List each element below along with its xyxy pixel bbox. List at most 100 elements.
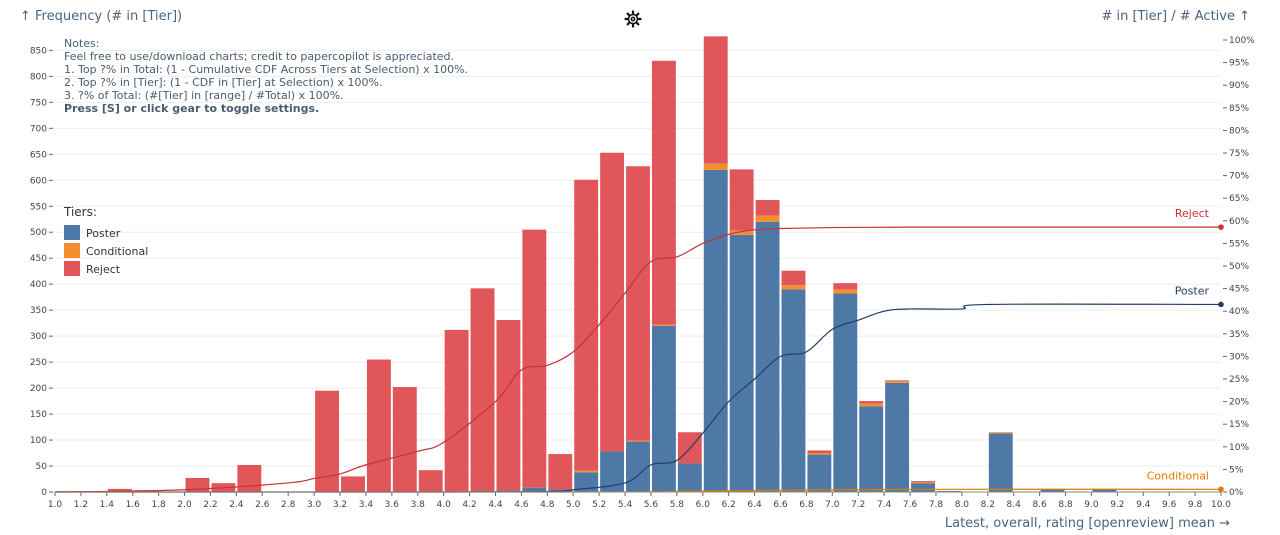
legend-item-poster[interactable]: Poster — [64, 225, 121, 240]
y2-tick-label: 20% — [1229, 398, 1249, 408]
bar-poster — [729, 234, 754, 493]
y2-tick-label: 85% — [1229, 104, 1249, 114]
gear-icon[interactable] — [624, 10, 642, 28]
cdf-endpoint-reject — [1218, 224, 1224, 230]
bar-poster — [1040, 489, 1065, 492]
y-tick-label: 550 — [30, 202, 47, 212]
x-tick-label: 8.4 — [1007, 500, 1022, 510]
y-tick-label: 700 — [30, 124, 47, 134]
x-axis-title: Latest, overall, rating [openreview] mea… — [945, 516, 1230, 531]
bar-conditional — [626, 440, 650, 442]
x-tick-label: 9.4 — [1136, 500, 1151, 510]
legend-item-conditional[interactable]: Conditional — [64, 243, 148, 258]
y2-tick-label: 30% — [1229, 352, 1249, 362]
x-tick-label: 8.0 — [955, 500, 970, 510]
axes: 0 50 100 150 200 250 300 350 400 450 500 550 600 650 7… — [30, 36, 1255, 510]
x-tick-label: 4.4 — [488, 500, 503, 510]
bar-poster — [626, 441, 650, 492]
y2-tick-label: 15% — [1229, 420, 1249, 430]
bar-reject — [444, 329, 469, 492]
bar-reject — [522, 229, 547, 488]
x-tick-label: 6.6 — [773, 500, 788, 510]
bar-reject — [548, 454, 573, 490]
bar-poster — [522, 487, 547, 492]
bar-reject — [833, 283, 858, 290]
x-tick-label: 5.4 — [618, 500, 633, 510]
x-tick-label: 2.0 — [177, 500, 192, 510]
notes-line-2: 1. Top ?% in Total: (1 - Cumulative CDF … — [64, 63, 468, 76]
bar-poster — [574, 472, 599, 492]
y-tick-label: 400 — [30, 280, 47, 290]
bar-poster — [1092, 489, 1117, 492]
x-tick-label: 5.6 — [644, 500, 659, 510]
bar-conditional — [833, 289, 858, 294]
bar-reject — [781, 270, 806, 286]
x-tick-label: 8.6 — [1032, 500, 1047, 510]
bar-conditional — [574, 470, 599, 473]
y-tick-label: 650 — [30, 150, 47, 160]
notes-line-0: Notes: — [64, 37, 99, 50]
y-tick-label: 500 — [30, 228, 47, 238]
y2-tick-label: 0% — [1229, 488, 1244, 498]
x-tick-label: 7.6 — [903, 500, 918, 510]
bar-conditional — [859, 403, 884, 407]
x-tick-label: 9.6 — [1162, 500, 1177, 510]
y2-tick-label: 70% — [1229, 172, 1249, 182]
notes-line-3: 2. Top ?% in [Tier]: (1 - CDF in [Tier] … — [64, 76, 382, 89]
legend-swatch-poster — [64, 225, 80, 240]
x-tick-label: 1.8 — [151, 500, 166, 510]
bars — [56, 36, 1117, 493]
y2-tick-label: 35% — [1229, 330, 1249, 340]
bar-reject — [341, 476, 365, 492]
bar-reject — [470, 288, 495, 491]
line-label-poster: Poster — [1175, 284, 1210, 297]
y2-tick-label: 40% — [1229, 307, 1249, 317]
bar-poster — [651, 325, 676, 492]
bar-poster — [755, 221, 780, 492]
bar-conditional — [911, 482, 935, 484]
bar-poster — [677, 463, 702, 492]
bar-poster — [988, 433, 1013, 492]
x-tick-label: 5.8 — [670, 500, 685, 510]
line-label-reject: Reject — [1175, 207, 1210, 220]
bar-poster — [600, 451, 625, 492]
x-tick-label: 7.2 — [851, 500, 865, 510]
x-tick-label: 2.6 — [255, 500, 270, 510]
bar-conditional — [988, 432, 1013, 434]
x-tick-label: 4.8 — [540, 500, 555, 510]
x-tick-label: 3.2 — [333, 500, 347, 510]
bar-poster — [859, 406, 884, 492]
bar-poster — [807, 454, 832, 492]
bar-conditional — [651, 324, 676, 326]
bar-reject — [729, 169, 754, 231]
bar-reject — [911, 481, 935, 483]
y-tick-label: 350 — [30, 306, 47, 316]
x-tick-label: 7.4 — [877, 500, 892, 510]
bar-poster — [703, 169, 728, 492]
cdf-endpoint-poster — [1218, 301, 1224, 308]
x-tick-label: 8.8 — [1058, 500, 1073, 510]
y2-axis-title: # in [Tier] / # Active ↑ — [1101, 9, 1250, 24]
x-tick-label: 6.0 — [696, 500, 711, 510]
legend-item-reject[interactable]: Reject — [64, 261, 121, 276]
bar-reject — [600, 152, 625, 452]
bar-reject — [651, 60, 676, 325]
x-tick-label: 9.8 — [1188, 500, 1203, 510]
x-tick-label: 3.8 — [411, 500, 426, 510]
bar-reject — [392, 387, 417, 492]
y-tick-label: 600 — [30, 176, 47, 186]
y-tick-label: 150 — [30, 410, 47, 420]
x-tick-label: 4.6 — [514, 500, 529, 510]
bar-conditional — [729, 230, 754, 235]
bar-reject — [107, 488, 132, 492]
x-tick-label: 6.2 — [722, 500, 736, 510]
legend-label-reject: Reject — [86, 263, 121, 276]
y2-tick-label: 10% — [1229, 443, 1249, 453]
bar-reject — [496, 320, 521, 491]
y2-tick-label: 95% — [1229, 59, 1249, 69]
y2-tick-label: 50% — [1229, 262, 1249, 272]
legend-title: Tiers: — [63, 205, 97, 219]
y-tick-label: 0 — [41, 488, 47, 498]
x-tick-label: 5.2 — [592, 500, 606, 510]
